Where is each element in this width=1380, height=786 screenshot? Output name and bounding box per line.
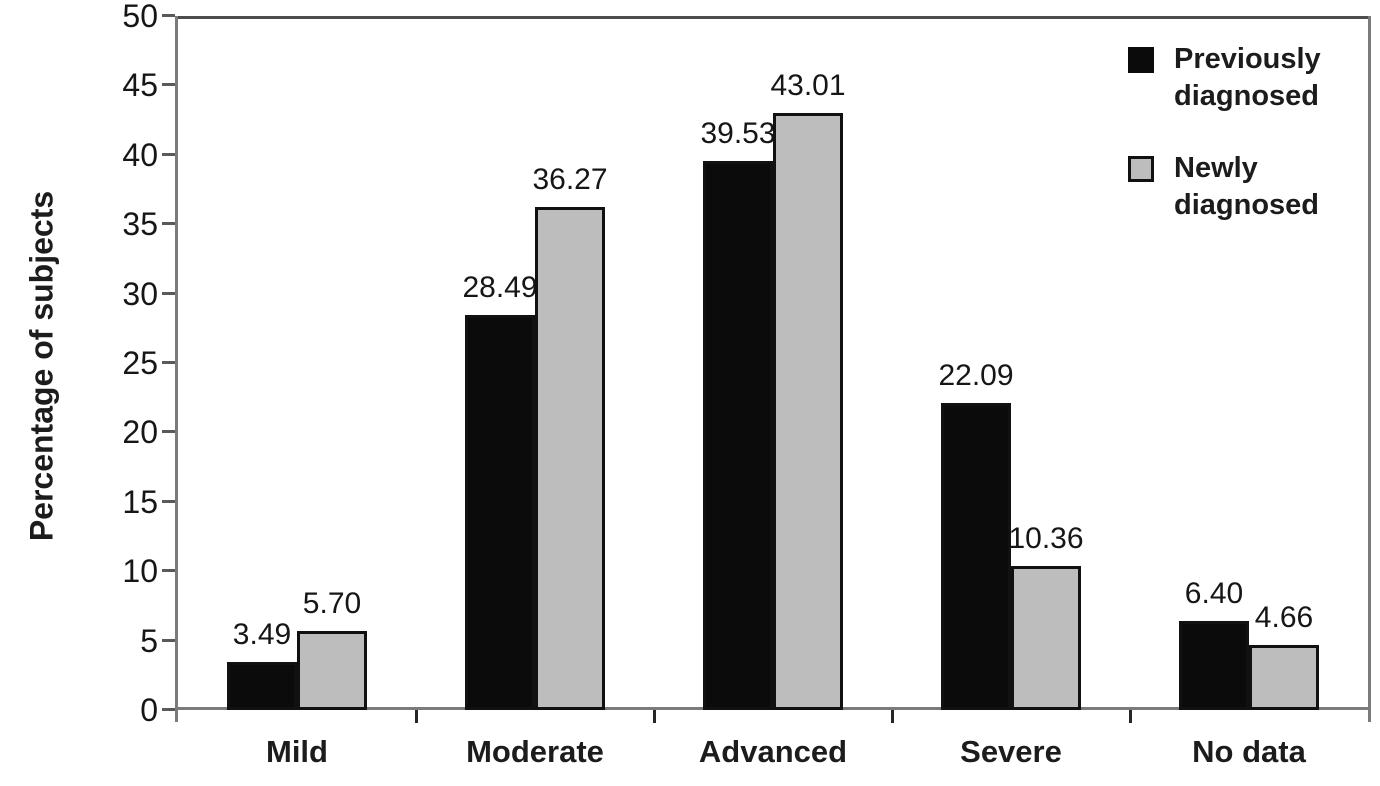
legend-swatch-0 bbox=[1128, 47, 1154, 73]
x-category-label-mild: Mild bbox=[266, 734, 328, 769]
x-category-label-advanced: Advanced bbox=[698, 734, 848, 769]
bar-previously-diagnosed-advanced bbox=[703, 161, 773, 710]
x-tick-mark bbox=[1128, 710, 1132, 723]
bar-newly-diagnosed-mild bbox=[297, 630, 367, 710]
bar-previously-diagnosed-moderate bbox=[465, 314, 535, 710]
y-tick-label: 0 bbox=[140, 692, 158, 728]
bar-newly-diagnosed-moderate bbox=[535, 206, 605, 710]
bar-newly-diagnosed-no-data bbox=[1249, 645, 1319, 710]
bar-previously-diagnosed-mild bbox=[227, 661, 297, 710]
x-tick-mark bbox=[652, 710, 656, 723]
y-axis-line bbox=[175, 16, 178, 722]
bar-value-label: 36.27 bbox=[532, 162, 608, 196]
bar-value-label: 4.66 bbox=[1254, 601, 1314, 635]
plot-area: 3.49 28.49 39.53 22.09 6.40 5.70 36.27 43.01 10.… bbox=[175, 16, 1371, 722]
y-tick-mark bbox=[162, 361, 175, 364]
bar-value-label: 10.36 bbox=[1008, 522, 1084, 556]
legend-label-1: Newly diagnosed bbox=[1174, 152, 1320, 221]
y-tick-mark bbox=[162, 14, 175, 17]
bar-newly-diagnosed-advanced bbox=[773, 113, 843, 710]
y-tick-mark bbox=[162, 499, 175, 503]
y-tick-mark bbox=[162, 222, 175, 226]
bar-value-label: 6.40 bbox=[1184, 577, 1244, 611]
x-category-label-moderate: Moderate bbox=[466, 734, 604, 769]
y-tick-label: 15 bbox=[122, 483, 158, 520]
plot-right-border bbox=[1368, 16, 1371, 722]
y-tick-label: 10 bbox=[122, 553, 158, 590]
y-tick-mark bbox=[162, 83, 175, 87]
y-tick-label: 30 bbox=[122, 275, 158, 312]
bar-value-label: 5.70 bbox=[302, 586, 362, 620]
legend-label-0: Previously diagnosed bbox=[1174, 43, 1321, 112]
y-tick-mark bbox=[162, 152, 175, 156]
bar-previously-diagnosed-severe bbox=[941, 403, 1011, 710]
y-tick-mark bbox=[162, 638, 175, 642]
bar-value-label: 22.09 bbox=[938, 359, 1014, 393]
y-tick-label: 50 bbox=[122, 0, 158, 34]
x-category-label-severe: Severe bbox=[960, 734, 1062, 769]
y-tick-mark bbox=[162, 569, 175, 573]
bar-value-label: 39.53 bbox=[700, 117, 776, 151]
x-tick-mark bbox=[414, 710, 418, 723]
x-category-label-no-data: No data bbox=[1192, 734, 1306, 769]
x-tick-mark bbox=[890, 710, 894, 723]
y-tick-label: 20 bbox=[122, 414, 158, 451]
y-tick-mark bbox=[162, 291, 175, 295]
bar-previously-diagnosed-no-data bbox=[1179, 621, 1249, 710]
y-tick-label: 45 bbox=[122, 67, 158, 104]
bar-value-label: 28.49 bbox=[462, 270, 538, 304]
legend-swatch-1 bbox=[1128, 156, 1154, 182]
plot-top-border bbox=[175, 16, 1371, 19]
y-tick-label: 25 bbox=[122, 345, 158, 381]
y-tick-label: 5 bbox=[140, 622, 158, 659]
y-tick-mark bbox=[162, 708, 175, 711]
y-tick-label: 35 bbox=[122, 206, 158, 243]
bar-newly-diagnosed-severe bbox=[1011, 566, 1081, 710]
bar-value-label: 3.49 bbox=[232, 617, 292, 651]
y-tick-mark bbox=[162, 430, 175, 434]
y-tick-label: 40 bbox=[122, 136, 158, 173]
bar-value-label: 43.01 bbox=[770, 69, 846, 103]
